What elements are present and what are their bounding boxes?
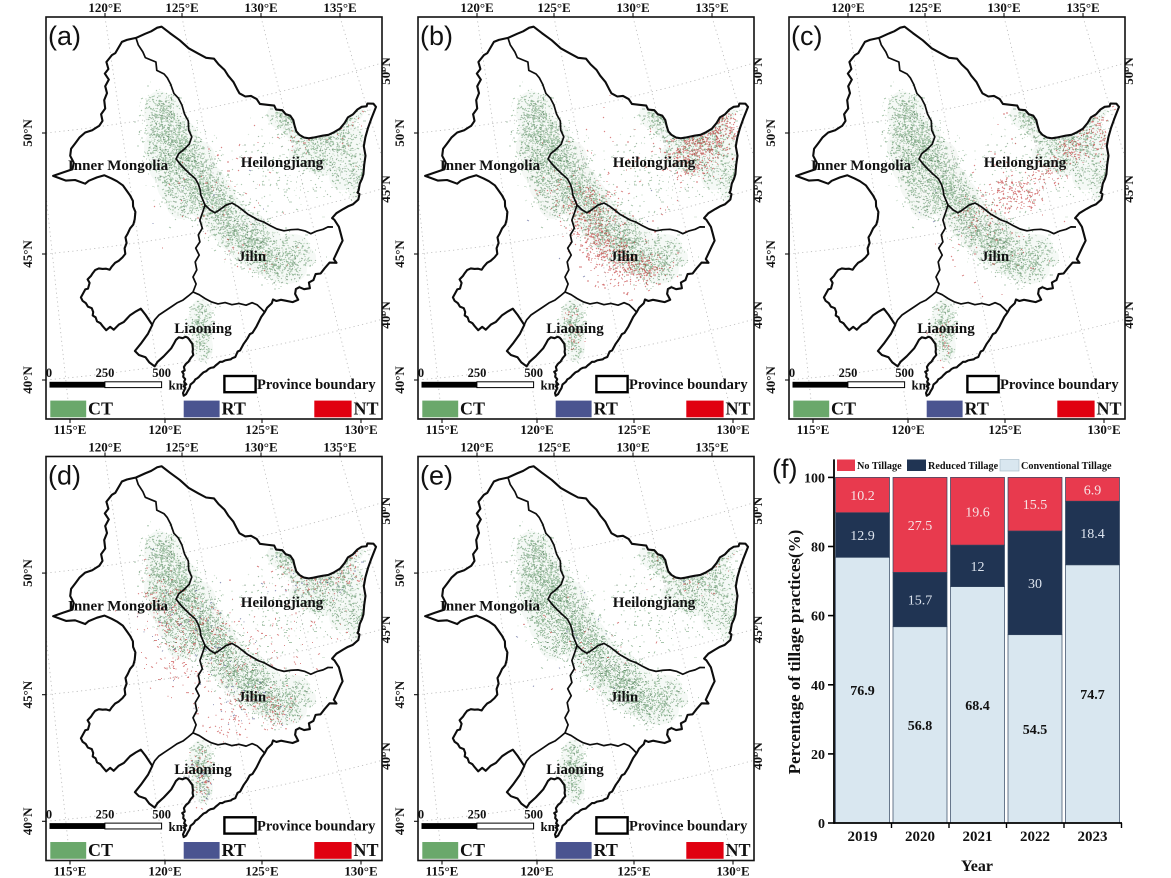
svg-text:80: 80: [811, 541, 825, 556]
svg-text:2019: 2019: [848, 829, 878, 845]
svg-text:18.4: 18.4: [1080, 527, 1105, 542]
svg-text:Reduced Tillage: Reduced Tillage: [928, 461, 999, 472]
svg-text:2022: 2022: [1020, 829, 1050, 845]
svg-text:No Tillage: No Tillage: [857, 461, 902, 472]
svg-text:Year: Year: [961, 858, 993, 875]
svg-text:40: 40: [811, 679, 825, 694]
svg-text:15.5: 15.5: [1023, 498, 1048, 513]
svg-text:74.7: 74.7: [1080, 688, 1105, 703]
svg-text:(e): (e): [420, 461, 453, 491]
svg-text:(d): (d): [48, 461, 81, 491]
svg-text:2023: 2023: [1078, 829, 1108, 845]
svg-text:(f): (f): [772, 454, 797, 484]
svg-text:Percentage of tillage practice: Percentage of tillage practices(%): [785, 530, 804, 775]
svg-text:54.5: 54.5: [1023, 723, 1048, 738]
svg-text:15.7: 15.7: [908, 594, 933, 609]
svg-text:10.2: 10.2: [850, 489, 875, 504]
svg-text:68.4: 68.4: [965, 699, 990, 714]
svg-text:0: 0: [818, 817, 825, 832]
svg-text:(b): (b): [420, 21, 453, 51]
svg-text:12.9: 12.9: [850, 529, 875, 544]
svg-text:76.9: 76.9: [850, 684, 875, 699]
svg-text:30: 30: [1028, 577, 1042, 592]
svg-text:(a): (a): [48, 21, 81, 51]
svg-text:Conventional Tillage: Conventional Tillage: [1021, 461, 1112, 472]
svg-text:2020: 2020: [905, 829, 935, 845]
svg-text:12: 12: [971, 560, 985, 575]
svg-text:20: 20: [811, 748, 825, 763]
svg-text:60: 60: [811, 610, 825, 625]
svg-text:100: 100: [804, 471, 825, 486]
svg-text:2021: 2021: [963, 829, 993, 845]
svg-text:6.9: 6.9: [1084, 483, 1102, 498]
svg-text:19.6: 19.6: [965, 505, 990, 520]
svg-text:27.5: 27.5: [908, 519, 933, 534]
svg-text:56.8: 56.8: [908, 719, 933, 734]
svg-text:(c): (c): [791, 21, 822, 51]
